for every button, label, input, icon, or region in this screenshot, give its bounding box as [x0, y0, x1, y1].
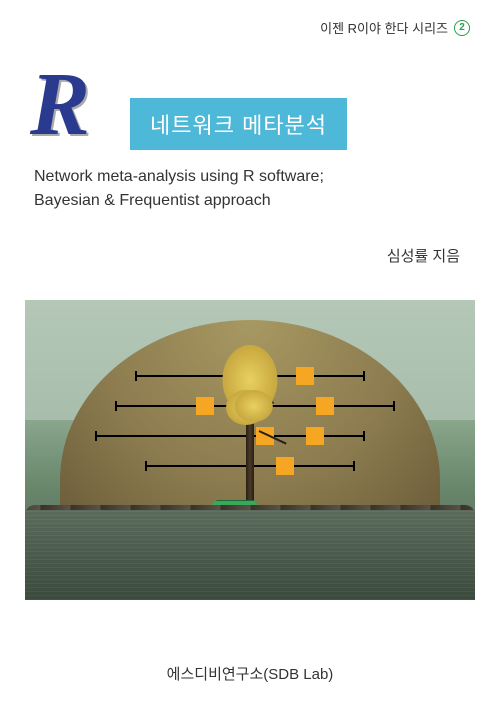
water-reflection: [25, 510, 475, 600]
series-header: 이젠 R이야 한다 시리즈 2: [320, 18, 470, 37]
forest-plot-line: [95, 435, 365, 437]
forest-plot-marker: [316, 397, 334, 415]
publisher-name: 에스디비연구소(SDB Lab): [0, 663, 500, 684]
title-korean: 네트워크 메타분석: [130, 98, 347, 150]
forest-plot-marker: [296, 367, 314, 385]
forest-plot-marker: [276, 457, 294, 475]
author-name: 심성률 지음: [387, 245, 460, 266]
cover-illustration: [25, 300, 475, 600]
r-logo: R: [30, 60, 90, 150]
subtitle-english: Network meta-analysis using R software; …: [34, 165, 466, 213]
forest-plot-marker: [196, 397, 214, 415]
forest-plot-marker: [306, 427, 324, 445]
tree-crown: [235, 390, 273, 422]
series-text: 이젠 R이야 한다 시리즈: [320, 18, 448, 37]
series-number-badge: 2: [454, 20, 470, 36]
